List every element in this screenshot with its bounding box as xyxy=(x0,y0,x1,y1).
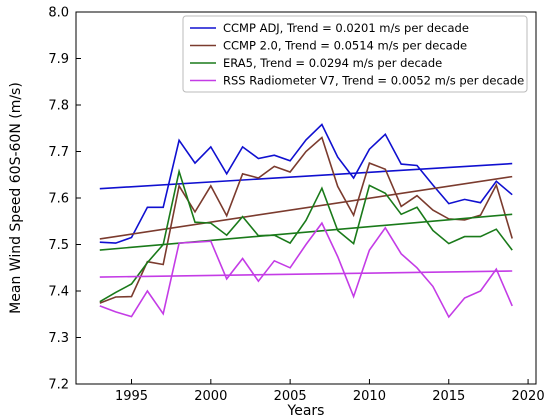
legend-label-1: CCMP ADJ, Trend = 0.0201 m/s per decade xyxy=(223,21,469,35)
x-tick-label: 2010 xyxy=(353,389,386,404)
x-tick-label: 2005 xyxy=(274,389,307,404)
plot-area: 1995 2000 2005 2010 2015 2020 7.2 7.3 7.4 7.5 7.6… xyxy=(48,6,544,405)
y-tick-label: 7.6 xyxy=(48,192,69,207)
y-axis-ticks: 7.2 7.3 7.4 7.5 7.6 7.7 7.8 7.9 8.0 xyxy=(48,6,81,393)
series-line-1 xyxy=(99,123,513,244)
x-axis-ticks: 1995 2000 2005 2010 2015 2020 xyxy=(115,379,545,404)
x-tick-label: 1995 xyxy=(115,389,148,404)
y-tick-label: 8.0 xyxy=(48,6,69,21)
trend-line-1 xyxy=(99,162,513,190)
legend-label-3: ERA5, Trend = 0.0294 m/s per decade xyxy=(223,56,442,70)
y-tick-label: 7.8 xyxy=(48,99,69,114)
series-layer xyxy=(99,123,513,319)
x-tick-label: 2020 xyxy=(512,389,545,404)
y-tick-label: 7.3 xyxy=(48,331,69,346)
series-line-4 xyxy=(99,221,513,319)
legend-box xyxy=(182,15,528,93)
legend: CCMP ADJ, Trend = 0.0201 m/s per decade C… xyxy=(182,15,528,93)
legend-label-2: CCMP 2.0, Trend = 0.0514 m/s per decade xyxy=(223,39,467,53)
legend-label-4: RSS Radiometer V7, Trend = 0.0052 m/s pe… xyxy=(223,74,524,88)
x-tick-label: 2000 xyxy=(194,389,227,404)
y-tick-label: 7.2 xyxy=(48,378,69,393)
y-axis-title: Mean Wind Speed 60S-60N (m/s) xyxy=(8,82,24,314)
trend-line-3 xyxy=(99,213,513,251)
series-line-3 xyxy=(99,168,513,303)
y-tick-label: 7.5 xyxy=(48,238,69,253)
x-axis-title: Years xyxy=(287,403,325,419)
series-line-2 xyxy=(99,136,513,304)
legend-items: CCMP ADJ, Trend = 0.0201 m/s per decade C… xyxy=(190,21,524,88)
x-tick-label: 2015 xyxy=(432,389,465,404)
y-tick-label: 7.7 xyxy=(48,145,69,160)
trend-line-2 xyxy=(99,175,513,240)
y-tick-label: 7.9 xyxy=(48,52,69,67)
y-tick-label: 7.4 xyxy=(48,285,69,300)
trend-line-4 xyxy=(99,270,513,278)
